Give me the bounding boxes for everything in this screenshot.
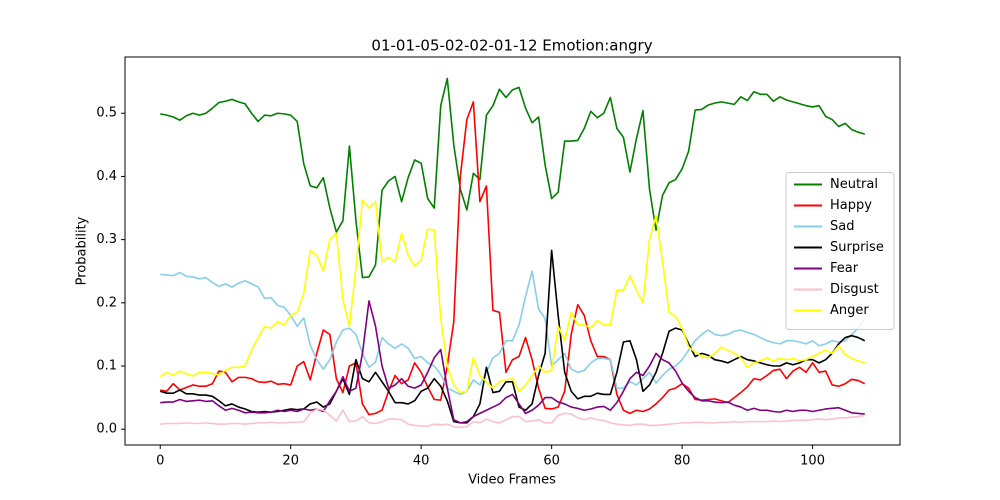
y-tick-label: 0.3 [96, 232, 117, 247]
series-line [160, 408, 865, 429]
y-tick-label: 0.2 [96, 295, 117, 310]
x-tick-label: 100 [800, 454, 825, 469]
legend-label: Sad [830, 219, 854, 234]
y-tick-label: 0.5 [96, 106, 117, 121]
x-tick-label: 0 [156, 454, 164, 469]
plot-frame [124, 56, 901, 446]
legend-label: Fear [830, 261, 859, 276]
series-line [159, 199, 865, 394]
legend-label: Anger [830, 303, 869, 318]
legend-label: Neutral [830, 177, 878, 192]
y-tick-label: 0.4 [96, 169, 117, 184]
x-tick-label: 20 [282, 454, 299, 469]
x-tick-label: 40 [413, 454, 430, 469]
series-line [160, 300, 865, 424]
series-line [160, 77, 865, 279]
legend-label: Surprise [830, 240, 884, 255]
legend-label: Happy [830, 198, 872, 213]
series-line [160, 270, 866, 396]
y-axis-label: Probability [75, 216, 90, 285]
y-tick-label: 0.0 [96, 422, 117, 437]
x-tick-label: 80 [674, 454, 691, 469]
series-line [160, 249, 866, 424]
x-tick-label: 60 [543, 454, 560, 469]
legend-label: Disgust [830, 282, 879, 297]
legend: Neutral Happy Sad Surprise Fear Disgust Anger [785, 172, 895, 330]
y-tick-label: 0.1 [96, 359, 117, 374]
x-axis-label: Video Frames [468, 473, 556, 488]
chart-title: 01-01-05-02-02-01-12 Emotion:angry [371, 37, 652, 55]
series-line [160, 101, 866, 416]
